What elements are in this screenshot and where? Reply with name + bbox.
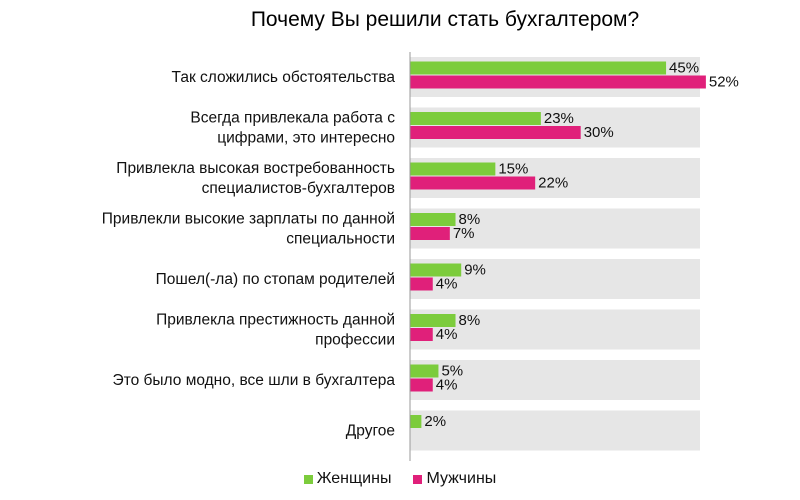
value-label-men-3: 7% bbox=[453, 225, 475, 242]
category-label-5-line-1: профессии bbox=[315, 332, 395, 349]
category-label-6: Это было модно, все шли в бухгалтера bbox=[113, 372, 396, 389]
legend-swatch-men bbox=[413, 474, 423, 484]
bar-women-2 bbox=[410, 162, 496, 176]
value-label-men-1: 30% bbox=[584, 124, 614, 141]
value-label-women-1: 23% bbox=[544, 110, 574, 127]
bar-men-5 bbox=[410, 328, 433, 341]
bar-women-0 bbox=[410, 61, 667, 75]
category-panel-7 bbox=[410, 410, 700, 451]
category-label-3-line-0: Привлекли высокие зарплаты по данной bbox=[102, 211, 395, 228]
value-label-women-4: 9% bbox=[464, 262, 486, 279]
bar-men-4 bbox=[410, 277, 433, 291]
category-panel-3 bbox=[410, 208, 700, 249]
bar-women-3 bbox=[410, 213, 456, 226]
chart-title: Почему Вы решили стать бухгалтером? bbox=[251, 8, 639, 31]
legend-item-women: Женщины bbox=[303, 470, 392, 488]
category-label-4: Пошел(-ла) по стопам родителей bbox=[156, 271, 395, 288]
category-label-2-line-1: специалистов-бухгалтеров bbox=[202, 180, 395, 197]
category-panel-6 bbox=[410, 360, 700, 400]
bar-men-3 bbox=[410, 227, 450, 240]
category-label-0: Так сложились обстоятельства bbox=[172, 69, 396, 86]
category-label-7: Другое bbox=[346, 423, 395, 440]
value-label-women-0: 45% bbox=[669, 60, 699, 77]
bar-men-0 bbox=[410, 75, 706, 89]
category-panel-5 bbox=[410, 309, 700, 350]
bar-men-6 bbox=[410, 378, 433, 392]
bar-men-2 bbox=[410, 176, 536, 190]
value-label-men-6: 4% bbox=[436, 377, 458, 394]
value-label-women-2: 15% bbox=[498, 161, 528, 178]
legend-label-women: Женщины bbox=[316, 470, 392, 487]
value-label-men-5: 4% bbox=[436, 326, 458, 343]
legend-swatch-women bbox=[303, 474, 313, 484]
value-label-women-3: 8% bbox=[459, 211, 481, 228]
value-label-men-0: 52% bbox=[709, 74, 739, 91]
legend-item-men: Мужчины bbox=[413, 470, 496, 488]
value-label-men-2: 22% bbox=[538, 175, 568, 192]
category-label-5-line-0: Привлекла престижность данной bbox=[156, 312, 395, 329]
bar-women-4 bbox=[410, 263, 462, 277]
bar-women-5 bbox=[410, 314, 456, 327]
legend-label-men: Мужчины bbox=[426, 470, 497, 487]
value-label-women-7: 2% bbox=[424, 413, 446, 430]
category-label-1-line-0: Всегда привлекала работа с bbox=[190, 110, 395, 127]
bar-women-1 bbox=[410, 112, 541, 125]
category-label-2-line-0: Привлекла высокая востребованность bbox=[116, 160, 395, 177]
value-label-women-6: 5% bbox=[441, 363, 463, 380]
value-label-men-4: 4% bbox=[436, 276, 458, 293]
bar-women-6 bbox=[410, 364, 439, 378]
category-label-1-line-1: цифрами, это интересно bbox=[217, 130, 395, 147]
bar-women-7 bbox=[410, 415, 422, 428]
bar-men-1 bbox=[410, 126, 581, 139]
category-label-3-line-1: специальности bbox=[286, 231, 395, 248]
value-label-women-5: 8% bbox=[459, 312, 481, 329]
legend: Женщины Мужчины bbox=[0, 470, 800, 488]
